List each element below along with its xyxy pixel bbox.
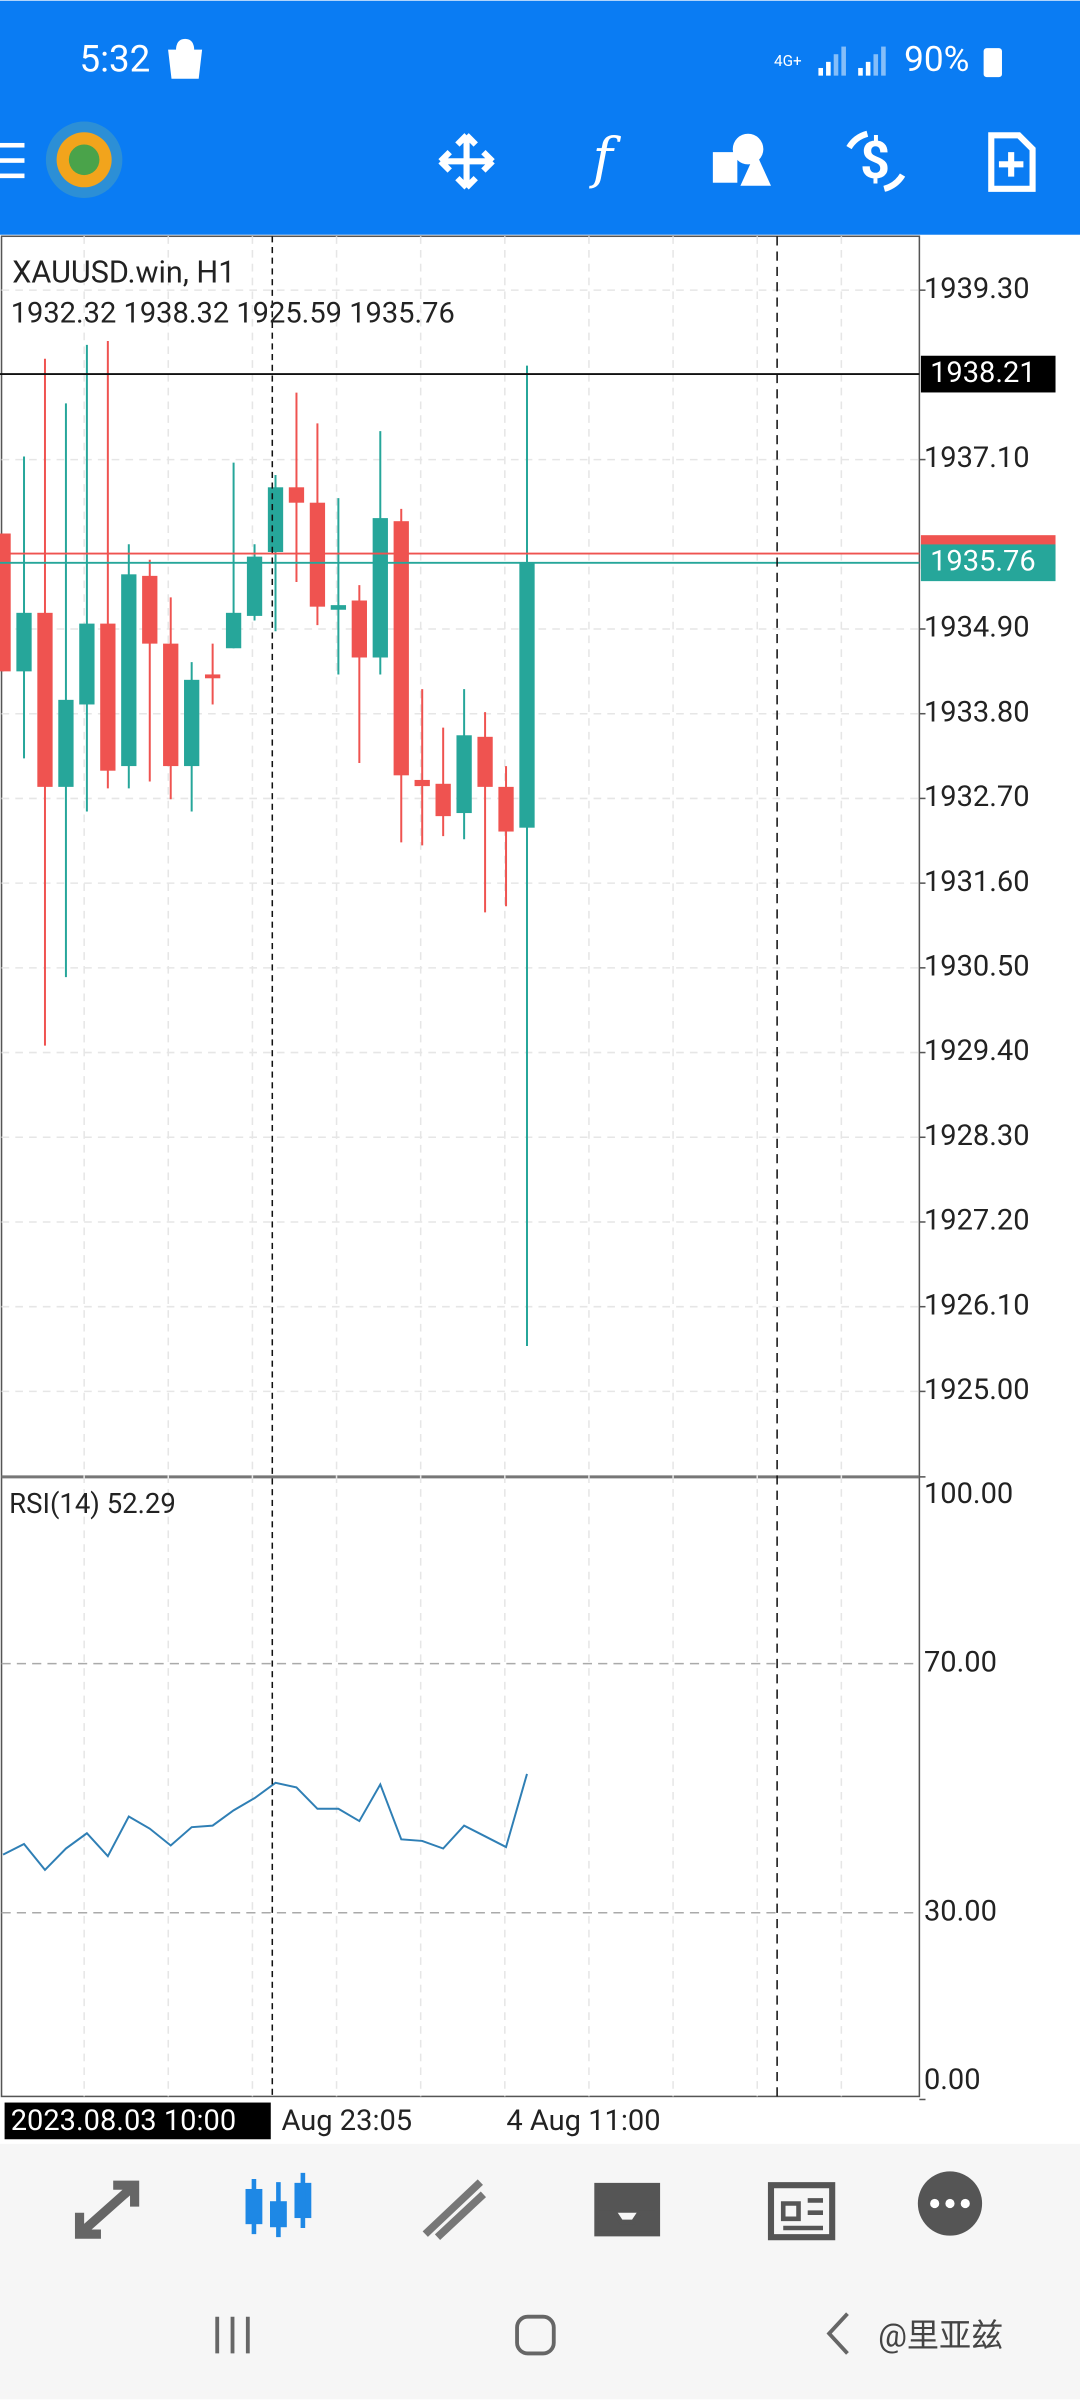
back-button[interactable] <box>826 2312 849 2355</box>
candle-body <box>246 556 263 616</box>
candle-body <box>477 736 493 787</box>
y-tick-label: 1925.00 <box>924 1373 1030 1407</box>
candle-body <box>204 674 221 679</box>
y-tick-label: 1930.50 <box>924 950 1030 984</box>
signal-icons <box>818 46 886 76</box>
candle-body <box>351 600 367 658</box>
battery-icon <box>983 48 1002 78</box>
candle-body <box>225 612 242 649</box>
new-order-button[interactable] <box>988 132 1036 192</box>
bid-label: 1935.76 <box>930 544 1036 578</box>
candle-body <box>184 679 200 767</box>
candle-body <box>142 575 158 644</box>
y-tick-label: 1927.20 <box>924 1204 1030 1238</box>
bottom-nav <box>74 2171 983 2241</box>
rsi-tick-label: 70.00 <box>924 1645 997 1679</box>
chart-frame <box>0 235 921 2098</box>
time-label: Aug 23:05 <box>281 2104 412 2138</box>
crosshair-time-box <box>4 2102 271 2140</box>
candle-body <box>372 518 388 658</box>
candle-body <box>121 574 137 767</box>
network: 4G+ <box>774 52 802 70</box>
candle-body <box>498 786 514 832</box>
trade-tab[interactable] <box>422 2179 487 2240</box>
candle-body <box>267 487 284 552</box>
candle-body <box>288 487 305 503</box>
history-tab[interactable] <box>594 2182 661 2237</box>
bid-label-box <box>920 544 1056 582</box>
y-tick-label: 1933.80 <box>924 695 1030 729</box>
watermark: @里亚兹 <box>878 2317 1003 2355</box>
ohlc-legend: 1932.32 1938.32 1925.59 1935.76 <box>11 296 455 330</box>
time-label: 2023.08.03 10:00 <box>11 2104 236 2138</box>
time-label: 4 Aug 11:00 <box>506 2104 660 2138</box>
y-tick-label: 1939.30 <box>924 272 1030 306</box>
rsi-legend: RSI(14) 52.29 <box>9 1487 176 1520</box>
candle-body <box>37 612 53 787</box>
y-tick-label: 1934.90 <box>924 611 1030 645</box>
shop-icon <box>168 38 203 79</box>
y-tick-label: 1931.60 <box>924 865 1030 899</box>
candle-body <box>414 779 430 787</box>
quotes-tab[interactable] <box>74 2180 140 2239</box>
chart-tab[interactable] <box>245 2172 312 2238</box>
y-tick-label: 1926.10 <box>924 1288 1030 1322</box>
candle-body <box>100 623 116 771</box>
rsi-tick-label: 0.00 <box>924 2063 981 2097</box>
symbol-title: XAUUSD.win, H1 <box>12 256 235 291</box>
candle-body <box>0 533 11 672</box>
candle-body <box>58 699 74 787</box>
system-nav <box>215 2312 849 2356</box>
candle-body <box>435 783 451 817</box>
candle-body <box>16 612 32 672</box>
menu-button[interactable] <box>0 142 25 179</box>
candle-body <box>519 562 535 828</box>
candle-body <box>163 643 179 767</box>
rsi-tick-label: 100.00 <box>924 1477 1013 1511</box>
objects-button[interactable] <box>712 133 771 186</box>
candle-body <box>393 521 409 776</box>
candle-body <box>79 623 95 705</box>
battery-level: 90% <box>904 38 969 80</box>
rsi-tick-label: 30.00 <box>924 1894 997 1928</box>
vertical-grid <box>83 236 843 2097</box>
clock: 5:32 <box>80 38 151 81</box>
news-tab[interactable] <box>767 2182 836 2241</box>
candle-body <box>330 605 347 610</box>
crosshair-button[interactable] <box>438 133 495 190</box>
y-tick-label: 1937.10 <box>924 441 1030 475</box>
y-tick-label: 1929.40 <box>924 1034 1030 1068</box>
home-button[interactable] <box>515 2314 556 2356</box>
candle-body <box>309 502 326 607</box>
rsi-line <box>2 1773 528 1872</box>
candle-body <box>456 735 472 814</box>
app-bar <box>0 0 1080 235</box>
high-label: 1938.21 <box>930 356 1036 390</box>
bottom-area <box>0 2143 1080 2400</box>
y-tick-label: 1928.30 <box>924 1119 1030 1153</box>
recents-button[interactable] <box>215 2316 250 2354</box>
high-label-box <box>920 355 1056 393</box>
trade-button[interactable]: $ <box>860 130 890 191</box>
y-tick-label: 1932.70 <box>924 780 1030 814</box>
